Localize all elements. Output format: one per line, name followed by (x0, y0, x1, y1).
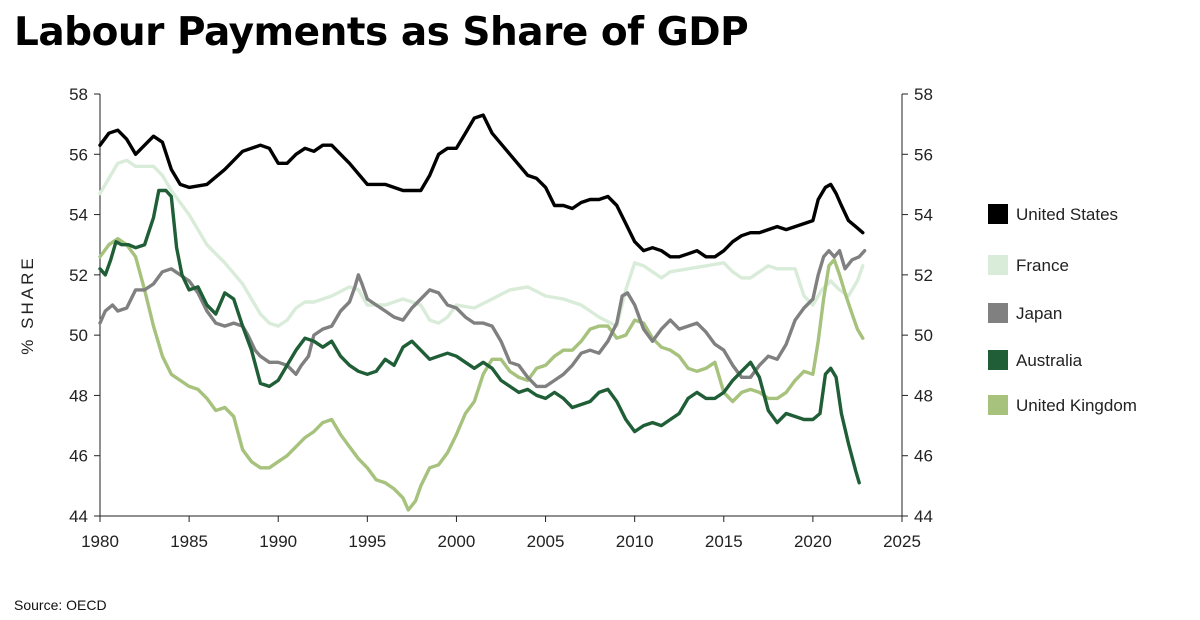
y-tick-label-right: 50 (914, 326, 933, 345)
legend-swatch-united-kingdom (988, 395, 1008, 415)
legend-swatch-united-states (988, 204, 1008, 224)
series-line-australia (98, 188, 861, 485)
y-tick-label-left: 44 (69, 507, 88, 526)
y-tick-label-left: 46 (69, 447, 88, 466)
series-line-france (98, 158, 865, 328)
y-tick-label-left: 50 (69, 326, 88, 345)
series-line-united-states (98, 113, 865, 259)
y-tick-label-left: 56 (69, 145, 88, 164)
y-tick-label-right: 58 (914, 85, 933, 104)
legend-swatch-australia (988, 350, 1008, 370)
legend: United States France Japan Australia United … (988, 204, 1137, 415)
x-tick-label: 1985 (170, 532, 208, 551)
y-tick-label-right: 56 (914, 145, 933, 164)
source-note: Source: OECD (14, 597, 107, 613)
y-tick-label-right: 52 (914, 266, 933, 285)
y-tick-label-right: 44 (914, 507, 933, 526)
legend-label-australia: Australia (1016, 351, 1083, 370)
legend-swatch-france (988, 255, 1008, 275)
x-tick-label: 1995 (348, 532, 386, 551)
x-tick-label: 2015 (705, 532, 743, 551)
y-tick-label-left: 48 (69, 386, 88, 405)
chart-title: Labour Payments as Share of GDP (14, 10, 749, 55)
y-tick-label-right: 46 (914, 447, 933, 466)
y-tick-label-left: 54 (69, 206, 88, 225)
legend-swatch-japan (988, 303, 1008, 323)
x-tick-label: 2020 (794, 532, 832, 551)
x-tick-label: 1980 (81, 532, 119, 551)
y-tick-label-left: 52 (69, 266, 88, 285)
series-line-japan (98, 249, 867, 389)
legend-label-japan: Japan (1016, 304, 1062, 323)
y-tick-label-right: 54 (914, 206, 933, 225)
series-line-united-kingdom (98, 237, 865, 512)
legend-label-united-kingdom: United Kingdom (1016, 396, 1137, 415)
x-tick-label: 2000 (438, 532, 476, 551)
x-tick-label: 1990 (259, 532, 297, 551)
series-lines (98, 113, 867, 512)
axes: 44 44 46 46 48 48 50 50 52 52 54 54 56 56 58 58 1980 1985… (69, 85, 933, 551)
legend-label-france: France (1016, 256, 1069, 275)
x-tick-label: 2005 (527, 532, 565, 551)
x-tick-label: 2025 (883, 532, 921, 551)
legend-label-united-states: United States (1016, 205, 1118, 224)
y-axis-label: % SHARE (18, 255, 37, 354)
y-tick-label-right: 48 (914, 386, 933, 405)
x-tick-label: 2010 (616, 532, 654, 551)
y-tick-label-left: 58 (69, 85, 88, 104)
